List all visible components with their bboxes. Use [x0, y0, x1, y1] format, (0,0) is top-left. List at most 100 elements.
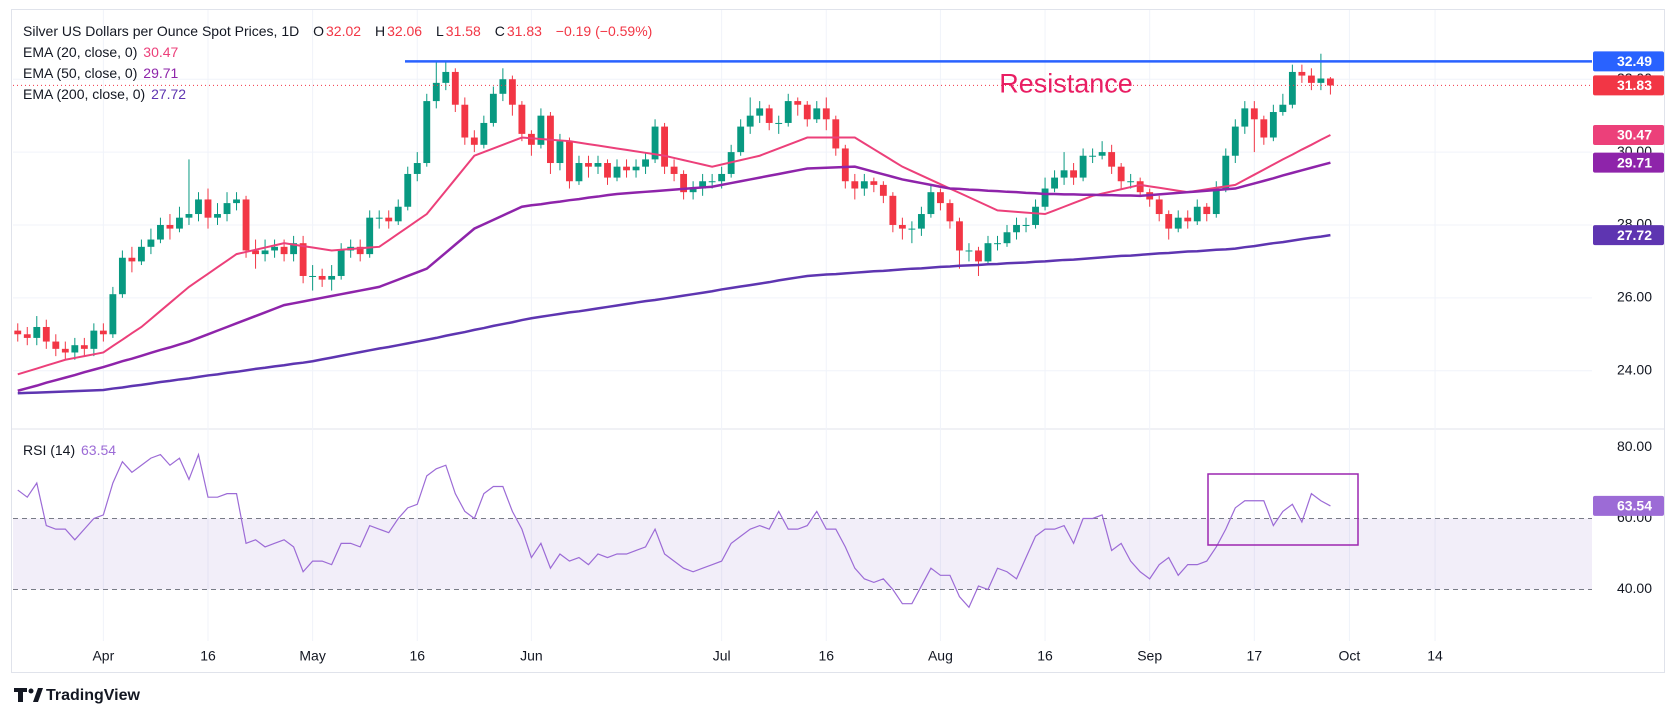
candle-body [223, 203, 231, 215]
candle-body [366, 217, 374, 255]
candle-body [860, 181, 868, 189]
candle-body [1127, 181, 1135, 183]
candle-body [1051, 177, 1058, 189]
candle-body [889, 195, 897, 225]
candle-body [708, 181, 716, 183]
candle-body [1079, 155, 1087, 178]
rsi-label: 63.54 [1617, 498, 1652, 514]
ohlc-value: 31.58 [445, 23, 481, 39]
candle-body [1184, 217, 1192, 222]
ema-value: 30.47 [143, 44, 179, 60]
x-tick-label: Jun [520, 648, 543, 664]
candle-body [14, 330, 22, 335]
candle-body [1288, 71, 1296, 105]
x-tick-label: 16 [1037, 648, 1053, 664]
candle-body [299, 243, 307, 276]
candle-body [42, 326, 50, 342]
ema-legend: EMA (200, close, 0) 27.72 [23, 84, 654, 105]
candle-body [99, 330, 107, 335]
candle-body [1003, 232, 1011, 244]
last-price-label: 31.83 [1617, 77, 1652, 93]
candle-body [527, 133, 535, 145]
ema-label: 30.47 [1617, 127, 1652, 143]
candle-body [185, 214, 193, 218]
candle-body [518, 104, 526, 134]
candle-body [794, 101, 802, 105]
candle-body [1041, 188, 1049, 207]
header-line: Silver US Dollars per Ounce Spot Prices,… [23, 21, 654, 42]
candle-body [71, 345, 79, 353]
candle-body [946, 203, 954, 222]
ohlc-value: 32.06 [387, 23, 423, 39]
x-tick-label: Sep [1137, 648, 1162, 664]
candle-body [1117, 166, 1125, 182]
y-tick-label: 40.00 [1617, 580, 1652, 596]
candle-body [508, 79, 516, 105]
candle-body [718, 173, 726, 182]
candle-body [280, 246, 288, 255]
candle-body [822, 108, 830, 120]
rsi-value: 63.54 [81, 442, 117, 458]
candle-body [699, 181, 707, 189]
ema-box [1593, 124, 1664, 145]
candle-body [975, 250, 982, 262]
ema-label: 27.72 [1617, 227, 1652, 243]
candle-body [575, 163, 583, 182]
candle-body [137, 246, 145, 262]
candle-body [813, 108, 821, 120]
ema-value: 29.71 [143, 65, 179, 81]
candle-body [1250, 108, 1258, 120]
last-price-box [1593, 75, 1664, 96]
candle-body [994, 243, 1001, 245]
x-tick-label: 16 [200, 648, 216, 664]
resistance-label: 32.49 [1617, 53, 1652, 69]
change: −0.19 (−0.59%) [555, 23, 653, 39]
candle-body [404, 173, 412, 207]
ema-label: 29.71 [1617, 154, 1652, 170]
rsi-name: RSI (14) [23, 442, 76, 458]
candle-body [1060, 170, 1068, 178]
candle-body [680, 173, 688, 193]
candle-body [1269, 112, 1277, 138]
candle-body [1307, 75, 1315, 83]
candle-body [23, 334, 31, 338]
candle-body [585, 163, 592, 167]
candle-body [233, 199, 240, 204]
rsi-line [17, 452, 1331, 609]
candle-body [1022, 224, 1030, 226]
candle-body [290, 243, 298, 255]
candle-body [1298, 71, 1306, 76]
candle-body [746, 115, 754, 127]
x-tick-label: 16 [818, 648, 834, 664]
candle-body [451, 71, 459, 105]
candle-body [765, 108, 773, 123]
candle-body [1013, 224, 1020, 233]
candle-body [195, 199, 202, 215]
candle-body [832, 119, 840, 149]
axis: Apr 16 May 16 Jun Jul 16 Aug 16 Sep 17 Oct 14 24.00 26… [92, 51, 1664, 664]
candle-body [937, 192, 944, 204]
candle-body [1279, 104, 1287, 113]
candle-body [252, 250, 259, 255]
y-tick-label: 26.00 [1617, 289, 1652, 305]
x-tick-label: Oct [1339, 648, 1361, 664]
candle-body [1212, 188, 1220, 215]
candle-body [413, 163, 421, 174]
candle-body [309, 275, 317, 277]
ohlc-value: 31.83 [506, 23, 542, 39]
candle-body [261, 250, 269, 255]
candle-body [214, 214, 221, 218]
candle-body [1089, 155, 1097, 157]
candle-body [328, 275, 336, 280]
candle-body [604, 163, 611, 178]
candle-body [176, 217, 183, 229]
candle-body [879, 184, 887, 196]
ohlc-value: 32.02 [326, 23, 362, 39]
logo-mark [14, 688, 27, 702]
candle-body [841, 148, 849, 182]
candle-body [1193, 206, 1201, 222]
x-tick-label: 14 [1427, 648, 1443, 664]
logo-mark [28, 688, 34, 694]
candle-body [1108, 152, 1116, 167]
